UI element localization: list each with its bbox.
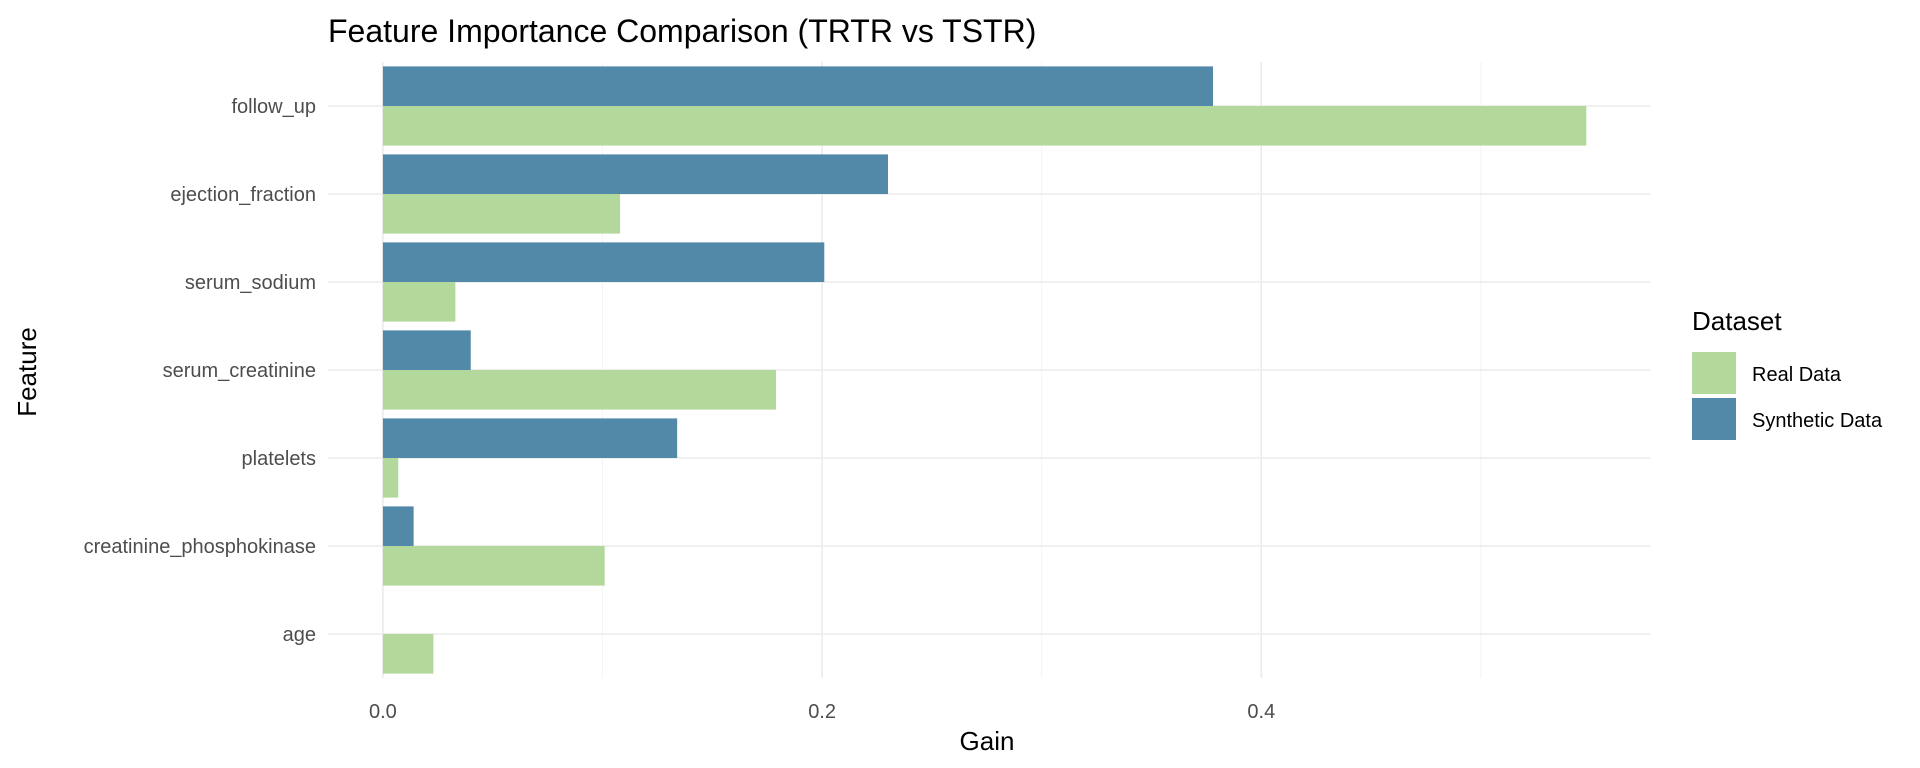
- legend-label: Synthetic Data: [1752, 410, 1883, 432]
- y-tick-label: creatinine_phosphokinase: [84, 536, 316, 558]
- legend: Dataset Real Data Synthetic Data: [1692, 306, 1883, 440]
- bar-real-platelets: [382, 458, 399, 498]
- x-tick-label: 0.0: [369, 701, 397, 723]
- bar-real-ejection_fraction: [382, 194, 621, 234]
- x-axis-title: Gain: [960, 726, 1015, 756]
- y-tick-labels: follow_up ejection_fraction serum_sodiumse…: [84, 96, 316, 646]
- bar-real-follow_up: [382, 106, 1587, 146]
- bar-synthetic-ejection_fraction: [382, 154, 888, 194]
- bar-synthetic-creatinine_phosphokinase: [382, 506, 414, 546]
- bar-real-serum_creatinine: [382, 370, 776, 410]
- x-tick-labels: 0.0 0.2 0.4: [369, 701, 1275, 723]
- bar-real-creatinine_phosphokinase: [382, 546, 605, 586]
- bar-real-serum_sodium: [382, 282, 456, 322]
- bar-synthetic-follow_up: [382, 66, 1213, 106]
- bars: [382, 66, 1587, 674]
- bar-real-age: [382, 634, 434, 674]
- bar-synthetic-serum_creatinine: [382, 330, 471, 370]
- bar-synthetic-serum_sodium: [382, 242, 825, 282]
- bar-synthetic-platelets: [382, 418, 678, 458]
- y-tick-label: age: [283, 624, 316, 646]
- y-axis-title: Feature: [12, 327, 42, 417]
- y-tick-label: platelets: [242, 448, 317, 470]
- y-tick-label: serum_sodium: [185, 272, 316, 294]
- legend-label: Real Data: [1752, 364, 1842, 386]
- legend-swatch: [1692, 352, 1736, 394]
- x-tick-label: 0.4: [1247, 701, 1275, 723]
- legend-title: Dataset: [1692, 306, 1782, 336]
- legend-swatch: [1692, 398, 1736, 440]
- y-tick-label: ejection_fraction: [170, 184, 316, 206]
- chart-title: Feature Importance Comparison (TRTR vs T…: [328, 13, 1036, 49]
- y-tick-label: serum_creatinine: [163, 360, 316, 382]
- y-tick-label: follow_up: [231, 96, 316, 118]
- x-tick-label: 0.2: [808, 701, 836, 723]
